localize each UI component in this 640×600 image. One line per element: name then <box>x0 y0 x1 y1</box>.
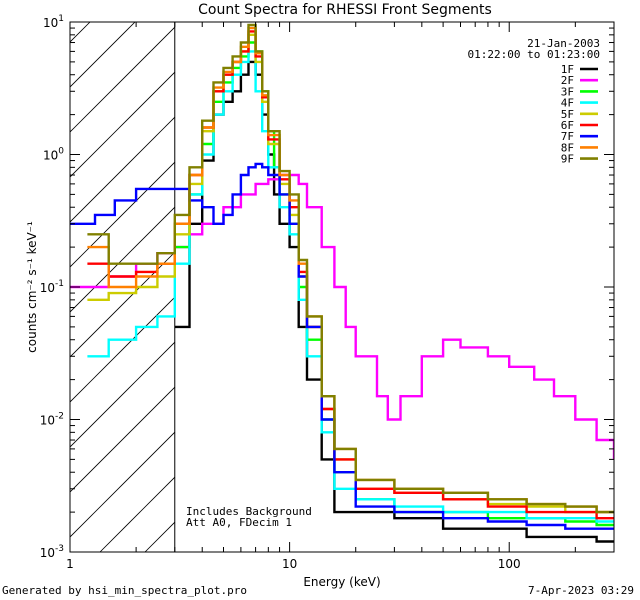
series-layer <box>70 23 614 543</box>
annotation-background: Includes Background <box>186 505 312 518</box>
legend-label-5F: 5F <box>561 108 574 121</box>
legend-label-2F: 2F <box>561 74 574 87</box>
hatch-stripe <box>70 71 175 178</box>
hatch-stripe <box>70 22 136 88</box>
legend-label-6F: 6F <box>561 119 574 132</box>
series-2F <box>70 173 614 460</box>
hatch-stripe <box>70 206 175 313</box>
hatched-region <box>70 0 640 552</box>
series-9F <box>87 23 614 514</box>
x-tick-label: 1 <box>66 557 74 571</box>
legend-label-7F: 7F <box>561 130 574 143</box>
y-tick-label: 10-2 <box>40 412 64 428</box>
chart-title: Count Spectra for RHESSI Front Segments <box>198 2 492 18</box>
series-8F <box>87 26 614 514</box>
series-1F <box>174 60 614 543</box>
footer-timestamp: 7-Apr-2023 03:29 <box>528 584 634 597</box>
date-label: 21-Jan-2003 <box>527 37 600 50</box>
legend-label-4F: 4F <box>561 97 574 110</box>
x-tick-label: 10 <box>282 557 297 571</box>
y-tick-label: 10-1 <box>40 279 64 295</box>
x-tick-label: 100 <box>498 557 521 571</box>
hatch-stripe <box>70 26 175 133</box>
y-tick-label: 100 <box>43 147 64 163</box>
legend-label-9F: 9F <box>561 153 574 166</box>
y-axis-label: counts cm⁻² s⁻¹ keV⁻¹ <box>25 221 39 353</box>
annotation-attenuator: Att A0, FDecim 1 <box>186 516 292 529</box>
hatch-stripe <box>235 0 640 552</box>
legend-label-3F: 3F <box>561 85 574 98</box>
series-6F <box>87 30 614 520</box>
footer-generated-by: Generated by hsi_min_spectra_plot.pro <box>2 584 247 597</box>
series-3F <box>174 41 614 527</box>
hatch-stripe <box>99 476 175 552</box>
hatch-stripe <box>70 431 175 538</box>
time-range-label: 01:22:00 to 01:23:00 <box>468 48 600 61</box>
hatch-stripe <box>70 22 91 43</box>
y-tick-label: 101 <box>43 14 64 30</box>
y-axis: 101 100 10-1 10-2 10-3 <box>40 14 614 560</box>
series-4F <box>87 50 614 523</box>
hatch-stripe <box>70 386 175 493</box>
y-tick-label: 10-3 <box>40 544 64 560</box>
series-7F <box>70 162 614 530</box>
legend-label-1F: 1F <box>561 63 574 76</box>
x-axis-label: Energy (keV) <box>303 575 380 589</box>
x-axis: 1 10 100 <box>66 22 615 571</box>
legend-label-8F: 8F <box>561 141 574 154</box>
